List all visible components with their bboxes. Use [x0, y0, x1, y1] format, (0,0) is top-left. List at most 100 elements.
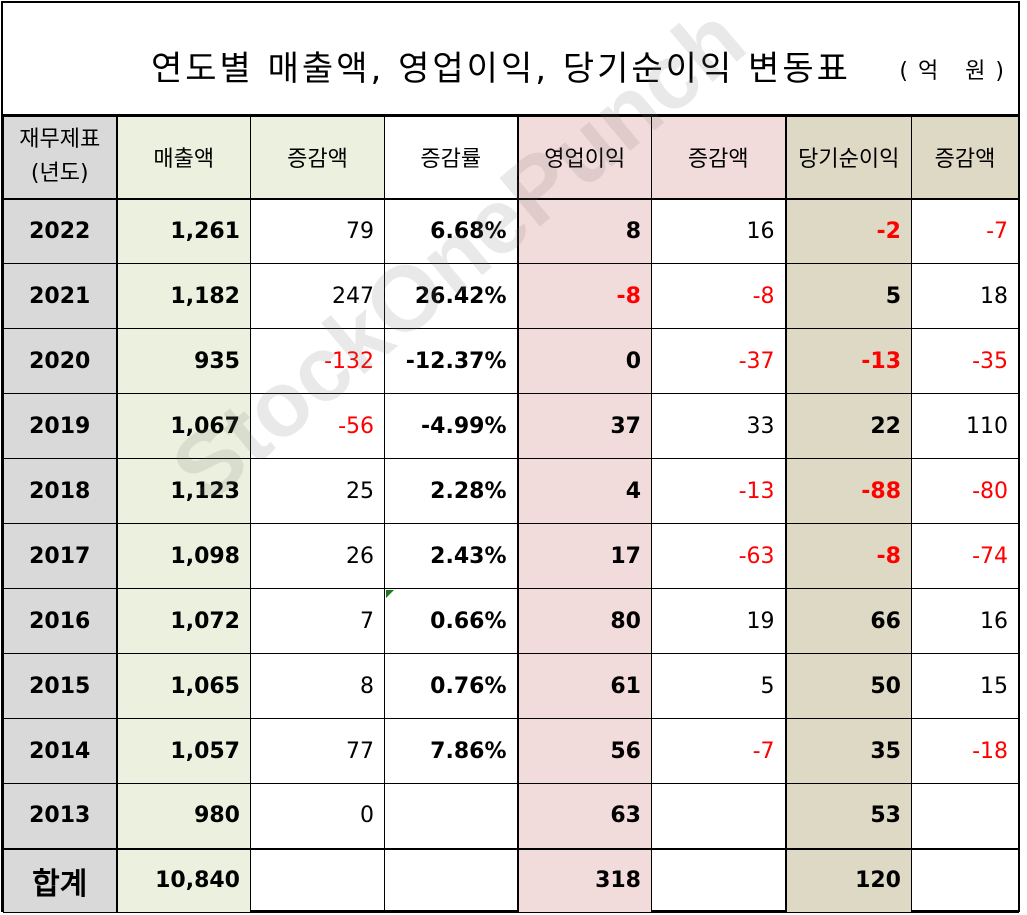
- header-year: 재무제표 (년도): [3, 116, 118, 200]
- total-row: 합계 10,840 318 120: [3, 847, 1019, 913]
- revenue-rate-cell: 26.42%: [384, 263, 519, 329]
- year-cell: 2019: [3, 393, 118, 459]
- header-revenue: 매출액: [116, 116, 251, 200]
- op-profit-cell: 63: [517, 783, 652, 849]
- unit-label: (억 원): [899, 59, 1014, 84]
- total-net-change: [911, 847, 1019, 913]
- revenue-cell: 1,261: [116, 198, 251, 264]
- revenue-cell: 1,057: [116, 718, 251, 784]
- revenue-rate-cell: -4.99%: [384, 393, 519, 459]
- table-row: 2019 1,067 -56 -4.99% 37 33 22 110: [3, 393, 1019, 459]
- net-profit-cell: 66: [785, 588, 912, 654]
- revenue-cell: 1,123: [116, 458, 251, 524]
- table-body: 2022 1,261 79 6.68% 8 16 -2 -7 2021 1,182 247 26.42…: [3, 198, 1019, 913]
- op-change-cell: [651, 783, 787, 849]
- op-profit-cell: 17: [517, 523, 652, 589]
- net-change-cell: 15: [911, 653, 1019, 719]
- year-cell: 2017: [3, 523, 118, 589]
- header-row: 재무제표 (년도) 매출액 증감액 증감률 영업이익 증감액 당기순이익 증감액: [3, 116, 1019, 200]
- op-change-cell: 19: [651, 588, 787, 654]
- net-profit-cell: -88: [785, 458, 912, 524]
- op-change-cell: -37: [651, 328, 787, 394]
- net-change-cell: -18: [911, 718, 1019, 784]
- net-profit-cell: 5: [785, 263, 912, 329]
- op-profit-cell: 8: [517, 198, 652, 264]
- table-row: 2015 1,065 8 0.76% 61 5 50 15: [3, 653, 1019, 719]
- revenue-cell: 980: [116, 783, 251, 849]
- revenue-rate-cell: 6.68%: [384, 198, 519, 264]
- table-row: 2022 1,261 79 6.68% 8 16 -2 -7: [3, 198, 1019, 264]
- revenue-change-cell: 7: [250, 588, 385, 654]
- net-profit-cell: -13: [785, 328, 912, 394]
- table-row: 2021 1,182 247 26.42% -8 -8 5 18: [3, 263, 1019, 329]
- year-cell: 2018: [3, 458, 118, 524]
- year-cell: 2014: [3, 718, 118, 784]
- net-change-cell: -80: [911, 458, 1019, 524]
- year-cell: 2022: [3, 198, 118, 264]
- cell-comment-marker: [386, 590, 394, 598]
- title-row: 연도별 매출액, 영업이익, 당기순이익 변동표 (억 원): [3, 3, 1018, 116]
- revenue-cell: 1,098: [116, 523, 251, 589]
- header-revenue-rate: 증감률: [384, 116, 519, 200]
- revenue-cell: 1,065: [116, 653, 251, 719]
- header-op-change: 증감액: [651, 116, 787, 200]
- total-revenue-change: [250, 847, 385, 913]
- total-op-change: [651, 847, 787, 913]
- net-profit-cell: 53: [785, 783, 912, 849]
- op-change-cell: 5: [651, 653, 787, 719]
- table-row: 2020 935 -132 -12.37% 0 -37 -13 -35: [3, 328, 1019, 394]
- revenue-change-cell: 25: [250, 458, 385, 524]
- revenue-change-cell: 8: [250, 653, 385, 719]
- op-profit-cell: 61: [517, 653, 652, 719]
- revenue-rate-cell: [384, 783, 519, 849]
- revenue-rate-cell: 0.76%: [384, 653, 519, 719]
- net-change-cell: -7: [911, 198, 1019, 264]
- page-title: 연도별 매출액, 영업이익, 당기순이익 변동표: [151, 49, 851, 89]
- year-cell: 2016: [3, 588, 118, 654]
- total-net-profit: 120: [785, 847, 912, 913]
- table-row: 2017 1,098 26 2.43% 17 -63 -8 -74: [3, 523, 1019, 589]
- year-cell: 2021: [3, 263, 118, 329]
- revenue-change-cell: -56: [250, 393, 385, 459]
- header-op-profit: 영업이익: [517, 116, 652, 200]
- revenue-rate-cell: 7.86%: [384, 718, 519, 784]
- op-profit-cell: -8: [517, 263, 652, 329]
- revenue-change-cell: 26: [250, 523, 385, 589]
- year-cell: 2020: [3, 328, 118, 394]
- op-change-cell: -13: [651, 458, 787, 524]
- net-profit-cell: 35: [785, 718, 912, 784]
- revenue-rate-cell: -12.37%: [384, 328, 519, 394]
- op-profit-cell: 4: [517, 458, 652, 524]
- revenue-cell: 1,182: [116, 263, 251, 329]
- table-row: 2013 980 0 63 53: [3, 783, 1019, 849]
- net-change-cell: -35: [911, 328, 1019, 394]
- table-row: 2018 1,123 25 2.28% 4 -13 -88 -80: [3, 458, 1019, 524]
- net-profit-cell: -2: [785, 198, 912, 264]
- revenue-change-cell: 79: [250, 198, 385, 264]
- net-change-cell: 16: [911, 588, 1019, 654]
- financial-table: 재무제표 (년도) 매출액 증감액 증감률 영업이익 증감액 당기순이익 증감액…: [3, 116, 1019, 913]
- total-label: 합계: [3, 847, 118, 913]
- table-row: 2014 1,057 77 7.86% 56 -7 35 -18: [3, 718, 1019, 784]
- op-change-cell: 16: [651, 198, 787, 264]
- total-revenue: 10,840: [116, 847, 251, 913]
- total-op-profit: 318: [517, 847, 652, 913]
- revenue-change-cell: 77: [250, 718, 385, 784]
- net-change-cell: -74: [911, 523, 1019, 589]
- net-profit-cell: 22: [785, 393, 912, 459]
- year-cell: 2013: [3, 783, 118, 849]
- total-revenue-rate: [384, 847, 519, 913]
- op-profit-cell: 37: [517, 393, 652, 459]
- revenue-cell: 1,072: [116, 588, 251, 654]
- op-change-cell: 33: [651, 393, 787, 459]
- op-change-cell: -63: [651, 523, 787, 589]
- revenue-rate-cell: 0.66%: [384, 588, 519, 654]
- op-profit-cell: 56: [517, 718, 652, 784]
- year-cell: 2015: [3, 653, 118, 719]
- header-revenue-change: 증감액: [250, 116, 385, 200]
- revenue-rate-cell: 2.28%: [384, 458, 519, 524]
- op-profit-cell: 0: [517, 328, 652, 394]
- op-change-cell: -8: [651, 263, 787, 329]
- revenue-change-cell: 247: [250, 263, 385, 329]
